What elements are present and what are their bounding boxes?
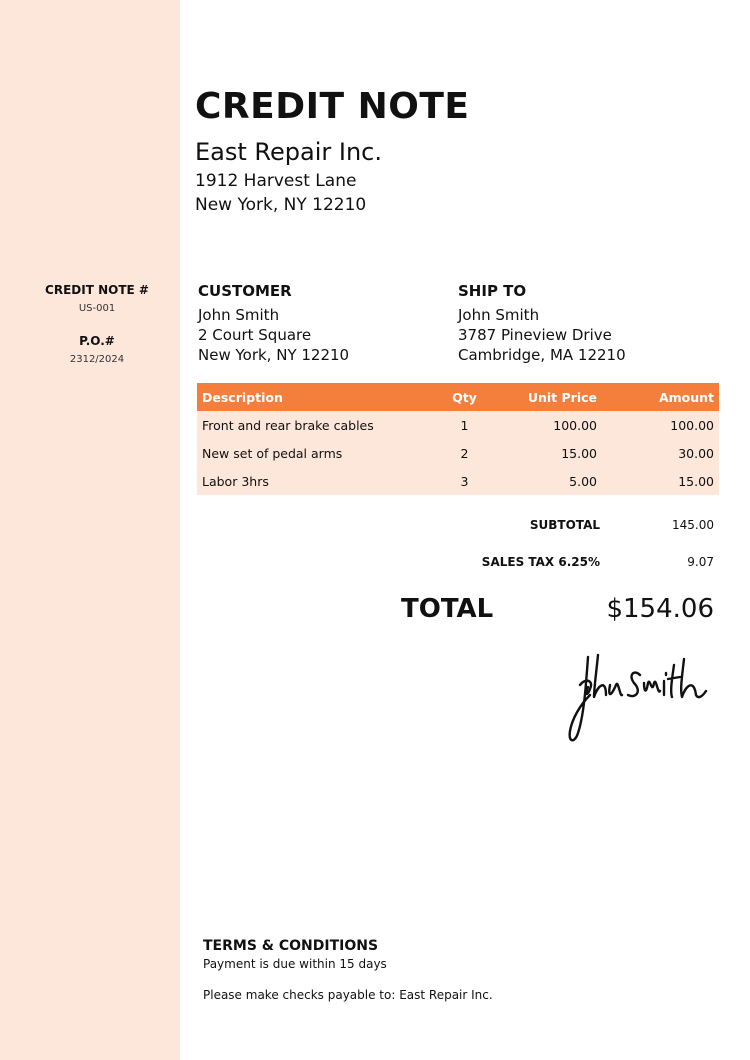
ship-to-name: John Smith (458, 306, 540, 324)
terms-block: TERMS & CONDITIONS Payment is due within… (203, 938, 493, 1002)
cell-description: Front and rear brake cables (197, 411, 437, 439)
cell-amount: 30.00 (602, 439, 719, 467)
credit-note-number: US-001 (78, 303, 116, 314)
customer-line1: 2 Court Square (198, 326, 312, 344)
customer-name: John Smith (198, 306, 280, 324)
document-title: CREDIT NOTE (195, 86, 470, 127)
tax-label: SALES TAX 6.25% (481, 555, 600, 569)
header-qty: Qty (437, 383, 492, 411)
company-address-line2: New York, NY 12210 (195, 195, 367, 215)
cell-unit-price: 15.00 (492, 439, 602, 467)
credit-note-number-label: CREDIT NOTE # (45, 283, 149, 297)
subtotal-label: SUBTOTAL (529, 518, 600, 532)
company-name: East Repair Inc. (195, 138, 382, 166)
company-address-line1: 1912 Harvest Lane (195, 171, 357, 191)
sidebar (0, 0, 180, 1060)
customer-heading: CUSTOMER (198, 282, 292, 300)
cell-qty: 1 (437, 411, 492, 439)
cell-description: New set of pedal arms (197, 439, 437, 467)
signature (568, 653, 708, 742)
po-label: P.O.# (79, 334, 115, 348)
subtotal-value: 145.00 (672, 518, 714, 532)
ship-to-heading: SHIP TO (458, 282, 527, 300)
ship-to-block: SHIP TO John Smith 3787 Pineview Drive C… (458, 282, 626, 364)
customer-line2: New York, NY 12210 (198, 346, 350, 364)
cell-unit-price: 5.00 (492, 467, 602, 495)
cell-unit-price: 100.00 (492, 411, 602, 439)
cell-amount: 15.00 (602, 467, 719, 495)
header-amount: Amount (602, 383, 719, 411)
cell-description: Labor 3hrs (197, 467, 437, 495)
tax-value: 9.07 (687, 555, 714, 569)
cell-qty: 3 (437, 467, 492, 495)
line-items-table: Description Qty Unit Price Amount Front … (197, 383, 719, 495)
table-row: Labor 3hrs 3 5.00 15.00 (197, 467, 719, 495)
terms-heading: TERMS & CONDITIONS (203, 938, 379, 954)
cell-qty: 2 (437, 439, 492, 467)
terms-line1: Payment is due within 15 days (203, 957, 387, 971)
cell-amount: 100.00 (602, 411, 719, 439)
table-row: New set of pedal arms 2 15.00 30.00 (197, 439, 719, 467)
terms-line2: Please make checks payable to: East Repa… (203, 988, 493, 1002)
po-number: 2312/2024 (69, 354, 125, 365)
ship-to-line1: 3787 Pineview Drive (458, 326, 612, 344)
total-label: TOTAL (401, 594, 494, 624)
customer-block: CUSTOMER John Smith 2 Court Square New Y… (198, 282, 349, 364)
table-row: Front and rear brake cables 1 100.00 100… (197, 411, 719, 439)
total-value: $154.06 (606, 594, 714, 624)
table-header: Description Qty Unit Price Amount (197, 383, 719, 411)
header-description: Description (197, 383, 437, 411)
ship-to-line2: Cambridge, MA 12210 (458, 346, 626, 364)
header-unit-price: Unit Price (492, 383, 602, 411)
